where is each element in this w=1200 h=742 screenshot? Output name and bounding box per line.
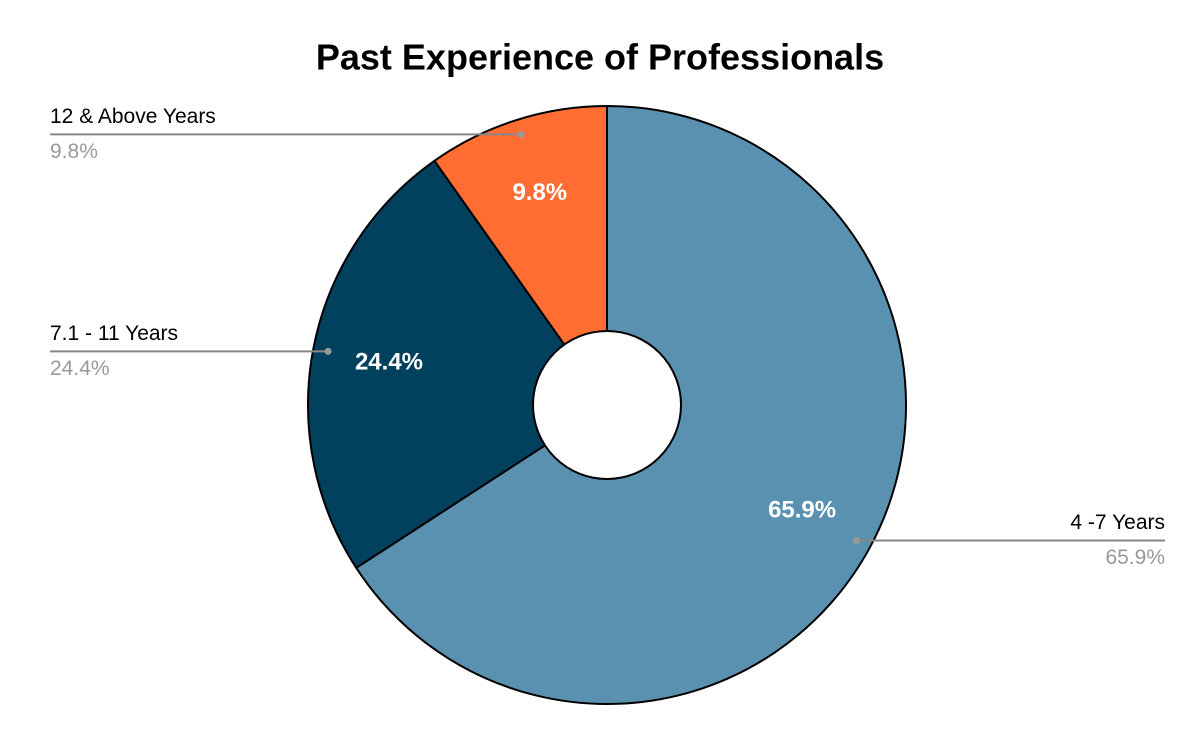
callout-category: 12 & Above Years [50, 105, 216, 128]
callout-value: 9.8% [50, 140, 98, 163]
callout-value: 65.9% [1105, 546, 1165, 569]
donut-hole [532, 330, 682, 480]
callout-dot [324, 347, 332, 355]
slice [433, 104, 608, 409]
chart-title: Past Experience of Professionals [316, 37, 884, 78]
slice [307, 159, 609, 570]
callout-category: 7.1 - 11 Years [50, 322, 178, 345]
callout-value: 24.4% [50, 357, 110, 380]
slice-label: 24.4% [355, 348, 423, 375]
callout-dot [853, 537, 861, 545]
callout-category: 4 -7 Years [1070, 511, 1165, 534]
callout-dot [517, 130, 525, 138]
slice-label: 65.9% [768, 496, 836, 523]
slice-label: 9.8% [512, 179, 567, 206]
